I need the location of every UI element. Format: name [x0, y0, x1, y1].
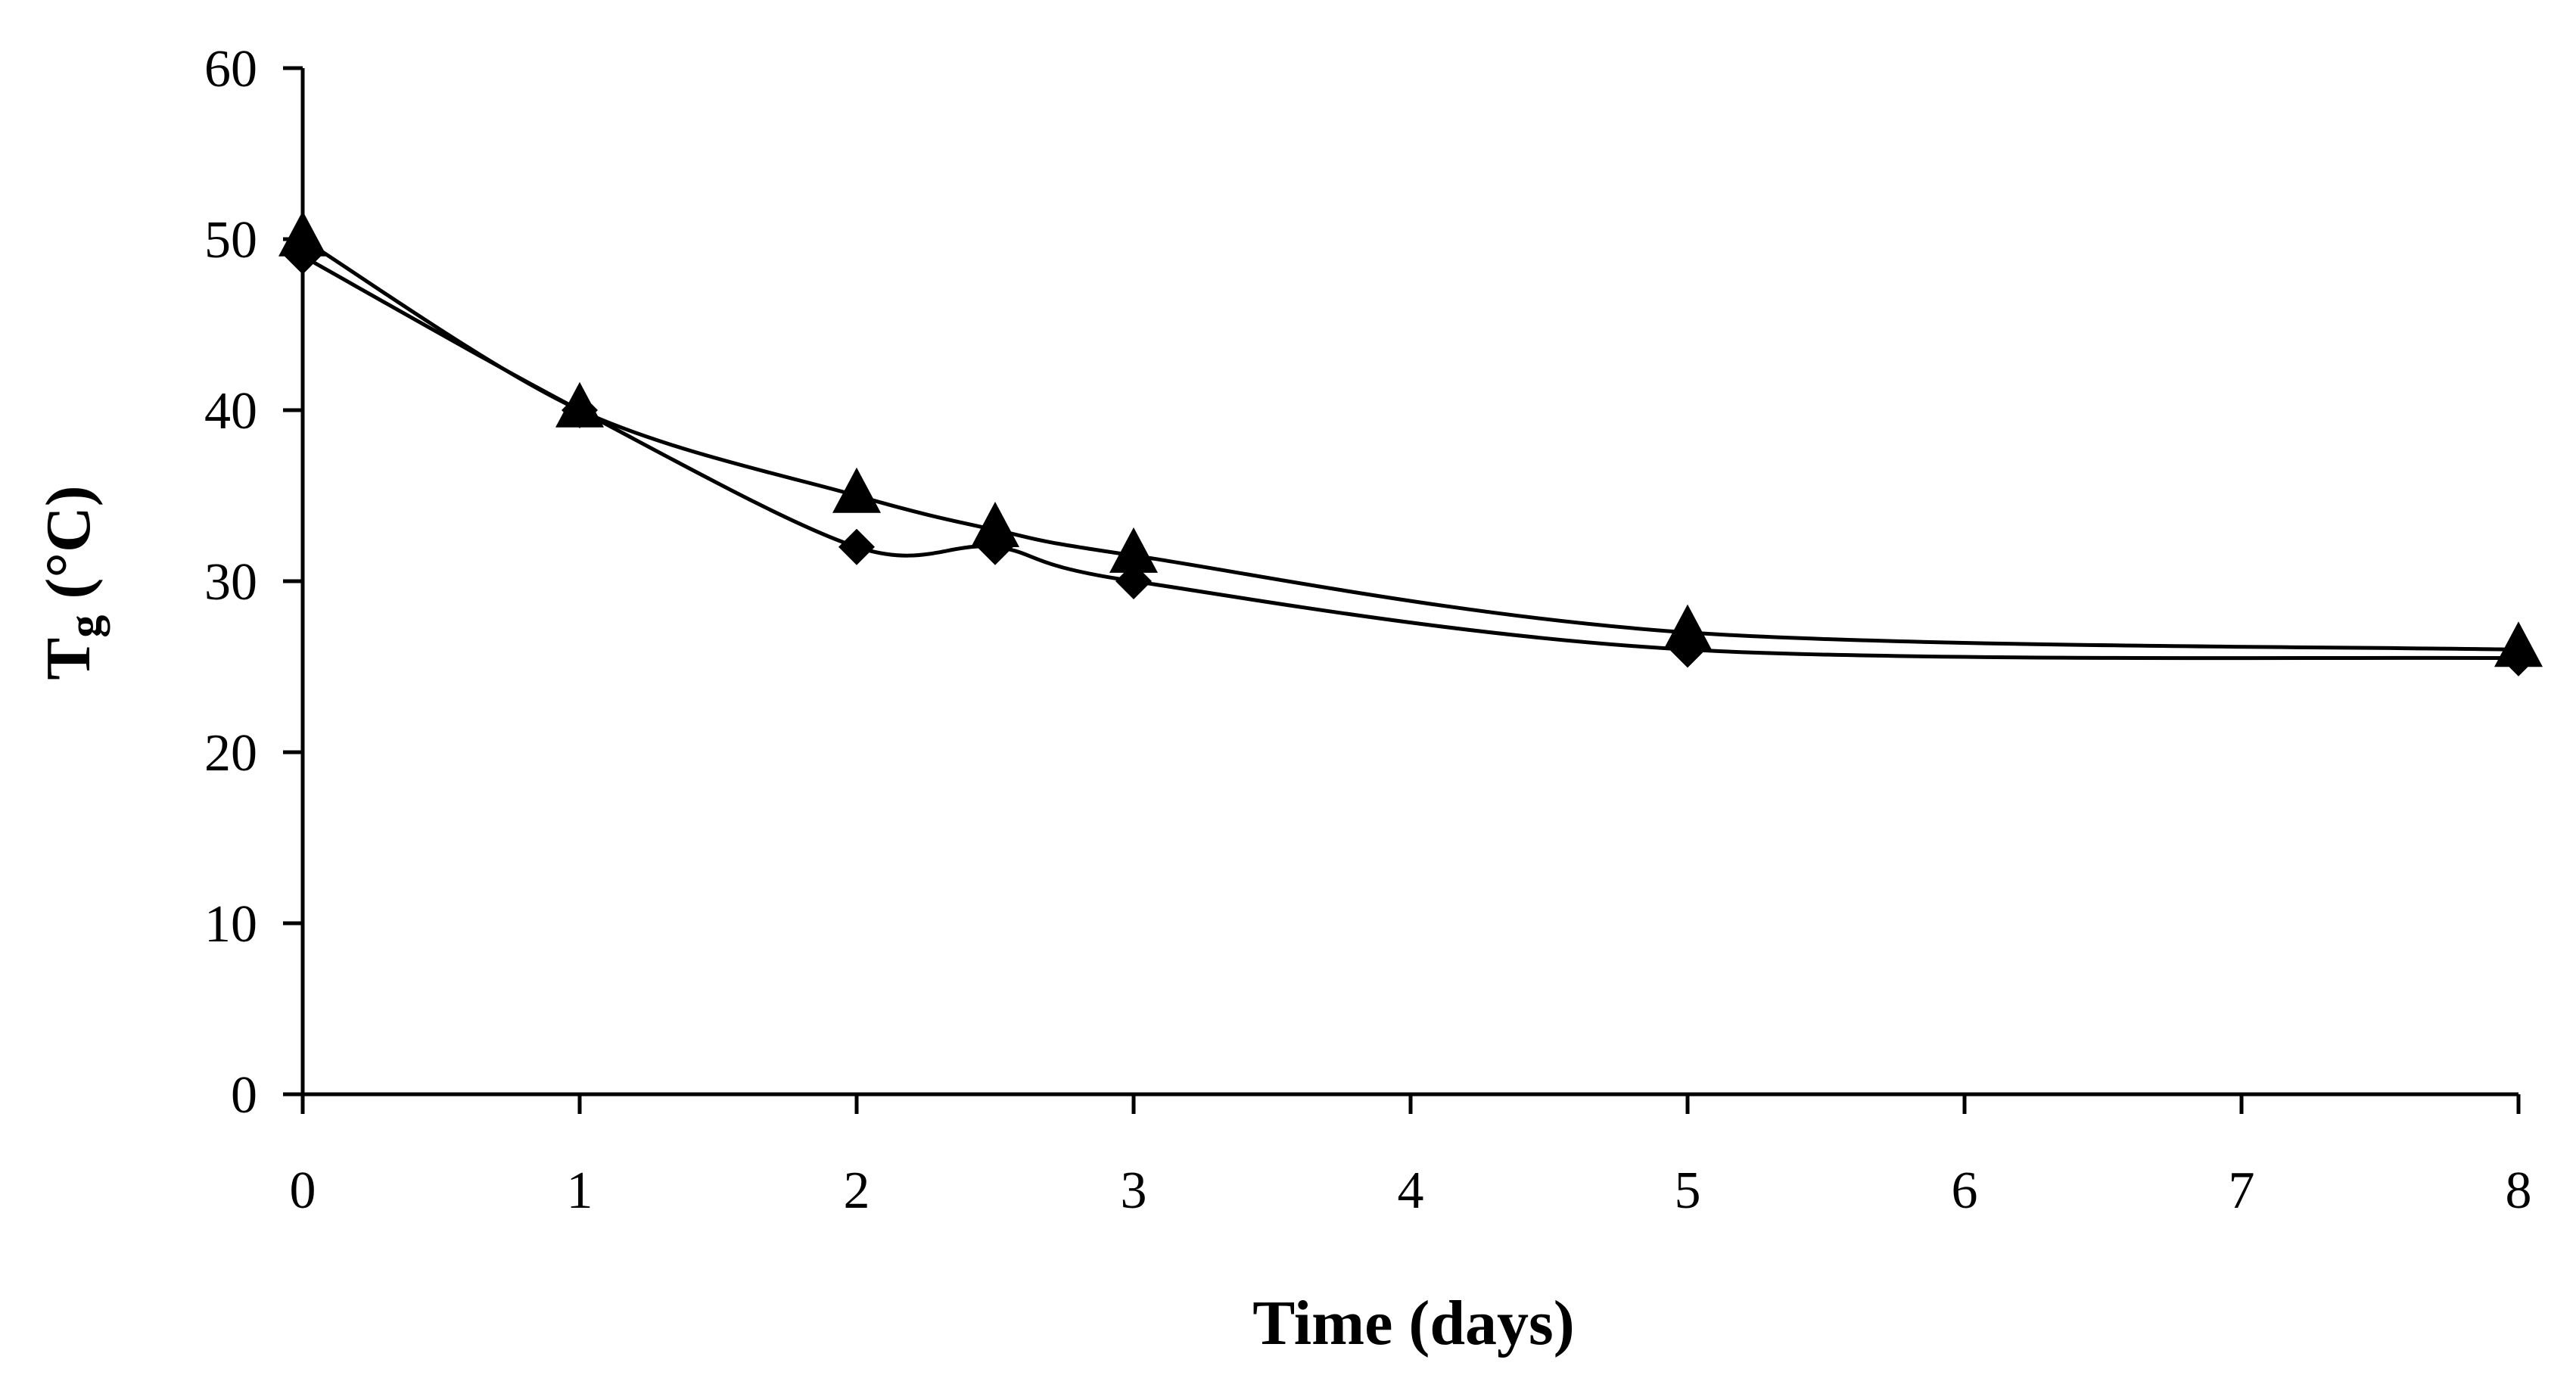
x-axis-title: Time (days) — [1252, 1288, 1574, 1358]
x-tick-label: 3 — [1121, 1162, 1147, 1220]
triangle-marker — [1663, 604, 1712, 650]
y-axis-title-sub: g — [60, 615, 110, 638]
triangle-marker — [1109, 527, 1158, 573]
x-tick-label: 6 — [1952, 1162, 1978, 1220]
y-tick-label: 60 — [204, 40, 257, 98]
axes: 0 10 20 30 40 50 60 0 1 2 3 4 5 6 7 8 — [204, 40, 2532, 1220]
x-tick-label: 7 — [2229, 1162, 2255, 1220]
x-tick-label: 5 — [1675, 1162, 1701, 1220]
y-axis-title: Tg (°C) — [33, 485, 110, 680]
y-tick-label: 0 — [231, 1066, 257, 1125]
y-tick-label: 40 — [204, 382, 257, 440]
triangle-marker — [2494, 621, 2543, 667]
triangle-marker — [555, 381, 604, 428]
diamond-marker — [838, 528, 875, 565]
x-ticks: 0 1 2 3 4 5 6 7 8 — [290, 1094, 2532, 1220]
triangle-marker — [971, 502, 1019, 547]
x-tick-label: 1 — [567, 1162, 593, 1220]
x-tick-label: 4 — [1398, 1162, 1424, 1220]
triangle-marker — [278, 210, 327, 257]
y-tick-label: 20 — [204, 724, 257, 782]
markers — [278, 210, 2543, 677]
triangle-marker — [832, 467, 881, 513]
y-tick-label: 30 — [204, 553, 257, 611]
y-axis-title-main: T — [33, 638, 104, 680]
y-tick-label: 10 — [204, 895, 257, 954]
y-axis-title-units: (°C) — [33, 485, 104, 614]
x-tick-label: 8 — [2506, 1162, 2532, 1220]
x-tick-label: 0 — [290, 1162, 316, 1220]
y-tick-label: 50 — [204, 211, 257, 269]
x-tick-label: 2 — [844, 1162, 870, 1220]
y-ticks: 0 10 20 30 40 50 60 — [204, 40, 303, 1125]
